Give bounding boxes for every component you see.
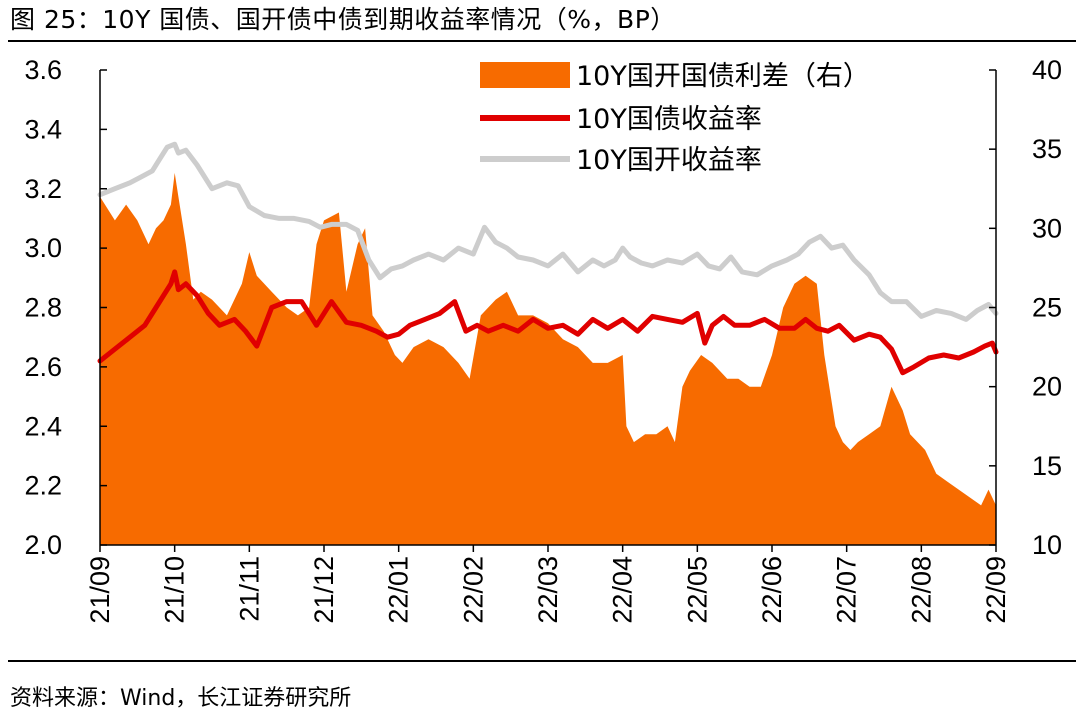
series-area-spread bbox=[100, 172, 996, 545]
x-tick-label: 21/09 bbox=[85, 556, 115, 624]
right-tick-label: 25 bbox=[1032, 293, 1062, 323]
x-tick-label: 22/09 bbox=[981, 556, 1011, 624]
plot-area bbox=[97, 141, 999, 545]
left-tick-label: 3.6 bbox=[24, 55, 62, 85]
x-tick-label: 22/05 bbox=[682, 556, 712, 624]
right-tick-label: 15 bbox=[1032, 451, 1062, 481]
legend-label: 10Y国债收益率 bbox=[576, 104, 762, 135]
left-tick-label: 2.8 bbox=[24, 293, 62, 323]
chart-title: 图 25：10Y 国债、国开债中债到期收益率情况（%，BP） bbox=[10, 5, 676, 34]
x-tick-label: 21/11 bbox=[234, 556, 264, 622]
left-tick-label: 2.6 bbox=[24, 352, 62, 382]
legend: 10Y国开国债利差（右） 10Y国债收益率 10Y国开收益率 bbox=[480, 61, 870, 176]
x-tick-label: 22/03 bbox=[533, 556, 563, 624]
legend-label: 10Y国开国债利差（右） bbox=[576, 61, 870, 92]
x-tick-label: 21/12 bbox=[309, 556, 339, 624]
legend-swatch-spread bbox=[480, 62, 570, 88]
right-tick-label: 20 bbox=[1032, 372, 1062, 402]
x-tick-label: 22/06 bbox=[757, 556, 787, 624]
x-tick-label: 21/10 bbox=[160, 556, 190, 624]
x-tick-label: 22/04 bbox=[608, 556, 638, 624]
left-tick-label: 2.4 bbox=[24, 411, 62, 441]
left-tick-label: 2.2 bbox=[24, 471, 62, 501]
chart-canvas: 2.0 2.2 2.4 2.6 2.8 3.0 3.2 3.4 3.6 10 15 20 25 30 35 4… bbox=[24, 55, 1062, 624]
x-tick-label: 22/07 bbox=[832, 556, 862, 624]
x-tick-label: 22/01 bbox=[384, 556, 414, 624]
right-tick-label: 40 bbox=[1032, 55, 1062, 85]
left-tick-label: 2.0 bbox=[24, 530, 62, 560]
source-note: 资料来源：Wind，长江证券研究所 bbox=[10, 686, 352, 711]
right-tick-label: 35 bbox=[1032, 134, 1062, 164]
left-tick-label: 3.4 bbox=[24, 114, 62, 144]
x-tick-label: 22/08 bbox=[906, 556, 936, 624]
left-tick-label: 3.2 bbox=[24, 174, 62, 204]
right-tick-label: 10 bbox=[1032, 530, 1062, 560]
title-divider bbox=[8, 40, 1076, 42]
footer-divider bbox=[8, 660, 1076, 662]
axes: 2.0 2.2 2.4 2.6 2.8 3.0 3.2 3.4 3.6 10 15 20 25 30 35 4… bbox=[24, 55, 1062, 624]
x-tick-label: 22/02 bbox=[458, 556, 488, 624]
series-line-cdb bbox=[97, 141, 999, 322]
legend-label: 10Y国开收益率 bbox=[576, 145, 762, 176]
left-tick-label: 3.0 bbox=[24, 233, 62, 263]
right-tick-label: 30 bbox=[1032, 213, 1062, 243]
series-line-treasury bbox=[97, 269, 999, 376]
